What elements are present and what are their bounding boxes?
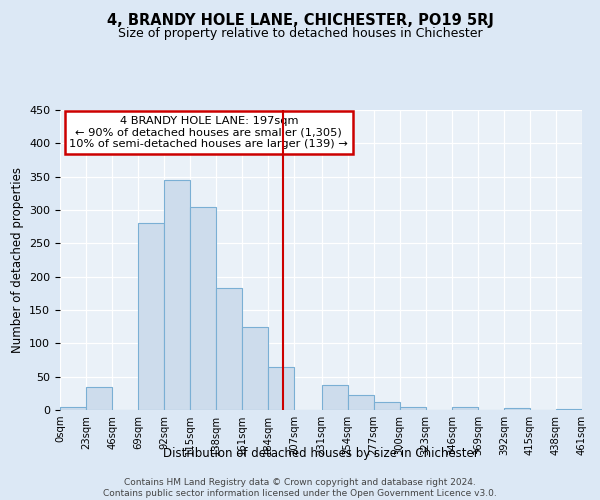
Bar <box>452 406 478 410</box>
Text: 4 BRANDY HOLE LANE: 197sqm
← 90% of detached houses are smaller (1,305)
10% of s: 4 BRANDY HOLE LANE: 197sqm ← 90% of deta… <box>70 116 348 149</box>
Bar <box>164 180 190 410</box>
Text: Contains HM Land Registry data © Crown copyright and database right 2024.
Contai: Contains HM Land Registry data © Crown c… <box>103 478 497 498</box>
Bar <box>374 402 400 410</box>
Bar <box>268 366 295 410</box>
Bar <box>86 386 112 410</box>
Text: Distribution of detached houses by size in Chichester: Distribution of detached houses by size … <box>163 448 479 460</box>
Bar <box>190 206 216 410</box>
Bar <box>60 406 86 410</box>
Bar <box>504 408 530 410</box>
Bar <box>242 326 268 410</box>
Bar <box>556 408 582 410</box>
Bar <box>347 396 374 410</box>
Bar <box>138 224 164 410</box>
Text: Size of property relative to detached houses in Chichester: Size of property relative to detached ho… <box>118 28 482 40</box>
Text: 4, BRANDY HOLE LANE, CHICHESTER, PO19 5RJ: 4, BRANDY HOLE LANE, CHICHESTER, PO19 5R… <box>107 12 493 28</box>
Bar <box>216 288 242 410</box>
Bar <box>400 406 426 410</box>
Bar <box>322 386 347 410</box>
Y-axis label: Number of detached properties: Number of detached properties <box>11 167 23 353</box>
